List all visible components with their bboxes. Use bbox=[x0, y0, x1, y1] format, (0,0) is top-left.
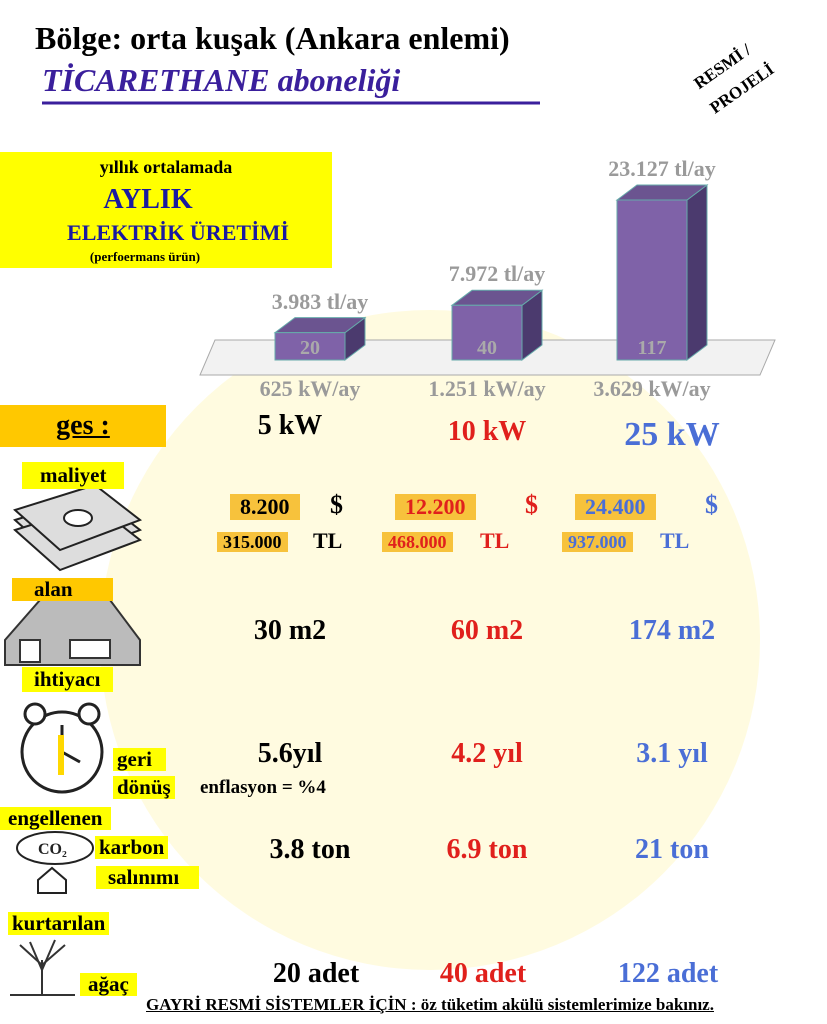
box-text: ELEKTRİK ÜRETİMİ bbox=[67, 220, 289, 245]
bar-label: 20 bbox=[300, 337, 320, 359]
tree-icon bbox=[10, 939, 75, 996]
footer: GAYRİ RESMİ SİSTEMLER İÇİN : öz tüketim … bbox=[146, 995, 714, 1014]
row-label: ges : bbox=[0, 405, 166, 447]
bar-label: 40 bbox=[477, 337, 497, 359]
clock-icon bbox=[20, 702, 104, 794]
row-label: dönüş bbox=[113, 776, 175, 799]
usd-value: 12.200 bbox=[395, 494, 476, 520]
bar-annotation: 23.127 tl/ay bbox=[608, 156, 716, 181]
tl-unit: TL bbox=[313, 528, 343, 553]
row-label: ağaç bbox=[80, 973, 137, 996]
row-label: geri bbox=[113, 748, 166, 771]
tl-unit: TL bbox=[660, 528, 690, 553]
money-icon bbox=[13, 483, 143, 572]
x-category: 3.629 kW/ay bbox=[593, 376, 711, 401]
row-label: kurtarılan bbox=[8, 912, 110, 935]
usd-unit: $ bbox=[330, 490, 343, 519]
tl-value: 937.000 bbox=[562, 532, 633, 552]
bar-3d-face bbox=[686, 184, 708, 361]
ges-value: 5 kW bbox=[257, 410, 323, 441]
x-category: 625 kW/ay bbox=[259, 376, 361, 401]
subtitle: TİCARETHANE aboneliği bbox=[42, 62, 401, 98]
ges-value: 25 kW bbox=[624, 416, 720, 453]
carbon-value: 3.8 ton bbox=[269, 834, 351, 865]
row-label: maliyet bbox=[22, 462, 125, 489]
bar bbox=[451, 304, 523, 361]
payback-value: 3.1 yıl bbox=[636, 738, 708, 769]
payback-value: 5.6yıl bbox=[257, 738, 323, 769]
box-text: AYLIK bbox=[103, 184, 193, 215]
alan-value: 30 m2 bbox=[253, 615, 327, 646]
usd-unit: $ bbox=[525, 490, 538, 519]
row-label: engellenen bbox=[0, 807, 111, 830]
bar-annotation: 7.972 tl/ay bbox=[448, 261, 546, 287]
bar-annotation: 3.983 tl/ay bbox=[271, 288, 369, 314]
row-label: salınımı bbox=[96, 866, 200, 889]
cloud-icon: CO₂ bbox=[16, 831, 94, 894]
alan-value: 60 m2 bbox=[450, 615, 524, 646]
tl-value: 468.000 bbox=[382, 532, 453, 552]
box-text: (perfoermans ürün) bbox=[89, 249, 201, 264]
tree-value: 20 adet bbox=[272, 958, 360, 989]
production-box bbox=[0, 152, 332, 268]
note: enflasyon = %4 bbox=[200, 777, 326, 798]
row-label: alan bbox=[12, 578, 113, 601]
payback-value: 4.2 yıl bbox=[451, 738, 523, 769]
usd-unit: $ bbox=[705, 490, 718, 519]
ges-value: 10 kW bbox=[447, 416, 527, 447]
box-text: yıllık ortalamada bbox=[99, 157, 233, 177]
tl-unit: TL bbox=[480, 528, 510, 553]
watermark-sun bbox=[100, 310, 760, 970]
alan-value: 174 m2 bbox=[628, 615, 716, 646]
row-label: ihtiyacı bbox=[22, 667, 113, 692]
x-category: 1.251 kW/ay bbox=[428, 376, 546, 401]
bar bbox=[616, 199, 688, 361]
tree-value: 40 adet bbox=[439, 958, 527, 989]
tl-value: 315.000 bbox=[217, 532, 288, 552]
svg-text:CO₂: CO₂ bbox=[38, 841, 67, 858]
house-icon bbox=[4, 599, 141, 666]
usd-value: 8.200 bbox=[230, 494, 300, 520]
tree-value: 122 adet bbox=[617, 958, 719, 989]
carbon-value: 6.9 ton bbox=[446, 834, 528, 865]
carbon-value: 21 ton bbox=[635, 834, 709, 865]
usd-value: 24.400 bbox=[575, 494, 656, 520]
bar-label: 117 bbox=[637, 337, 667, 359]
title: Bölge: orta kuşak (Ankara enlemi) bbox=[35, 20, 510, 56]
row-label: karbon bbox=[95, 836, 169, 859]
bar bbox=[274, 332, 346, 361]
